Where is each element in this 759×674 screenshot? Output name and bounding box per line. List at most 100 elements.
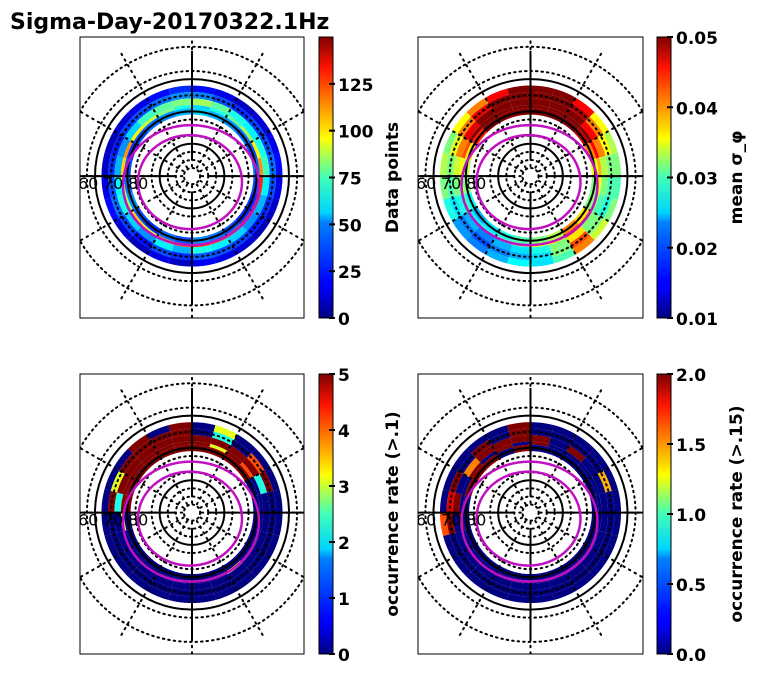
boundary-oval-inner: [475, 133, 582, 231]
heatmap-bin: [101, 489, 111, 513]
heatmap-bin: [548, 443, 567, 454]
colorbar-tick-label: 5: [338, 366, 350, 386]
heatmap-bin: [443, 197, 458, 222]
heatmap-bin: [439, 489, 450, 513]
heatmap-bin: [124, 548, 142, 568]
heatmap-bin: [510, 244, 531, 254]
heatmap-bin: [530, 244, 551, 254]
heatmap-bin: [452, 218, 472, 241]
colorbar-label: mean σ_φ: [727, 131, 747, 225]
heatmap-bin: [566, 226, 586, 244]
heatmap-bin: [240, 125, 254, 143]
heatmap-bin: [439, 512, 450, 537]
heatmap-bin: [530, 441, 549, 448]
heatmap-bin: [253, 137, 267, 158]
heatmap-bin: [124, 211, 142, 231]
heatmap-bin: [130, 210, 144, 227]
heatmap-bin: [452, 156, 462, 177]
panel-occurrence-rate-gt-0.1: 60 70 80 0 1 2 3 4 5 occurrence rate (>.1): [79, 366, 403, 666]
heatmap-bin: [251, 218, 271, 241]
heatmap-bin: [597, 532, 612, 555]
heatmap-bin: [120, 494, 127, 513]
heatmap-bin: [603, 130, 618, 155]
heatmap-bin: [611, 489, 622, 513]
heatmap-bin: [192, 85, 216, 95]
heatmap-bin: [242, 211, 260, 231]
heatmap-bin: [168, 593, 192, 604]
latitude-label: 80: [128, 174, 148, 193]
heatmap-bin: [104, 130, 120, 155]
heatmap-bin: [153, 437, 174, 451]
heatmap-bin: [257, 157, 264, 177]
colorbar-tick-label: 0: [338, 646, 350, 666]
heatmap-bin: [156, 443, 175, 454]
heatmap-bin: [130, 546, 144, 563]
heatmap-bin: [146, 425, 171, 440]
heatmap-bin: [127, 434, 150, 454]
heatmap-bin: [192, 104, 211, 111]
heatmap-bin: [452, 512, 462, 533]
heatmap-bin: [494, 443, 513, 454]
heatmap-bin: [611, 512, 622, 537]
heatmap-bin: [475, 108, 495, 126]
heatmap-bin: [253, 194, 267, 215]
heatmap-bin: [603, 467, 618, 491]
heatmap-bin: [251, 448, 271, 471]
grid-circle-dotted: [182, 167, 202, 186]
boundary-oval-outer: [460, 123, 599, 247]
heatmap-bin: [548, 574, 570, 588]
latitude-label: 70: [441, 511, 461, 530]
heatmap-bin: [566, 445, 586, 463]
heatmap-bin: [146, 585, 171, 601]
colorbar-tick-label: 75: [338, 170, 362, 190]
latitude-label: 70: [103, 511, 123, 530]
colorbar-tick-label: 0.5: [676, 576, 706, 596]
heatmap-bin: [227, 445, 247, 463]
heatmap-bin: [459, 494, 465, 513]
heatmap-bin: [173, 104, 192, 111]
heatmap-bin: [572, 235, 595, 255]
heatmap-bin: [153, 101, 174, 115]
heatmap-bin: [213, 585, 238, 601]
heatmap-bin: [510, 98, 531, 108]
colorbar-tick-label: 0.02: [676, 240, 718, 260]
heatmap-bin: [213, 248, 238, 264]
colorbar-label: Data points: [383, 122, 403, 233]
boundary-oval-inner: [136, 470, 244, 567]
heatmap-bin: [234, 235, 257, 255]
heatmap-bin: [461, 477, 472, 496]
heatmap-bin: [589, 218, 609, 241]
colorbar-tick-label: 0.05: [676, 29, 718, 49]
boundary-oval-outer: [121, 460, 261, 583]
figure-title: Sigma-Day-20170322.1Hz: [10, 10, 329, 35]
latitude-label: 80: [466, 511, 486, 530]
heatmap-bin: [466, 434, 489, 454]
heatmap-bin: [227, 108, 247, 126]
heatmap-bin: [599, 492, 609, 513]
heatmap-bin: [589, 448, 609, 471]
heatmap-bin: [250, 140, 261, 159]
heatmap-bin: [463, 548, 481, 568]
latitude-label: 80: [128, 511, 148, 530]
colorbar-label: occurrence rate (>.1): [383, 411, 403, 616]
heatmap-bin: [168, 85, 192, 95]
heatmap-bin: [443, 130, 458, 155]
heatmap-bin: [468, 210, 483, 227]
heatmap-bin: [589, 554, 609, 577]
heatmap-bin: [117, 473, 131, 495]
heatmap-bin: [466, 97, 489, 117]
heatmap-bin: [599, 156, 609, 177]
heatmap-bin: [192, 244, 213, 254]
latitude-label: 60: [78, 174, 98, 193]
heatmap-bin: [466, 235, 489, 255]
heatmap-bin: [530, 581, 551, 591]
heatmap-bin: [242, 548, 260, 568]
heatmap-bin: [101, 176, 111, 200]
heatmap-bin: [510, 581, 531, 591]
heatmap-bin: [130, 462, 144, 479]
grid-circle-dotted: [418, 382, 643, 643]
heatmap-bin: [552, 88, 576, 104]
boundary-oval-inner: [136, 133, 244, 231]
heatmap-bin: [259, 196, 274, 219]
